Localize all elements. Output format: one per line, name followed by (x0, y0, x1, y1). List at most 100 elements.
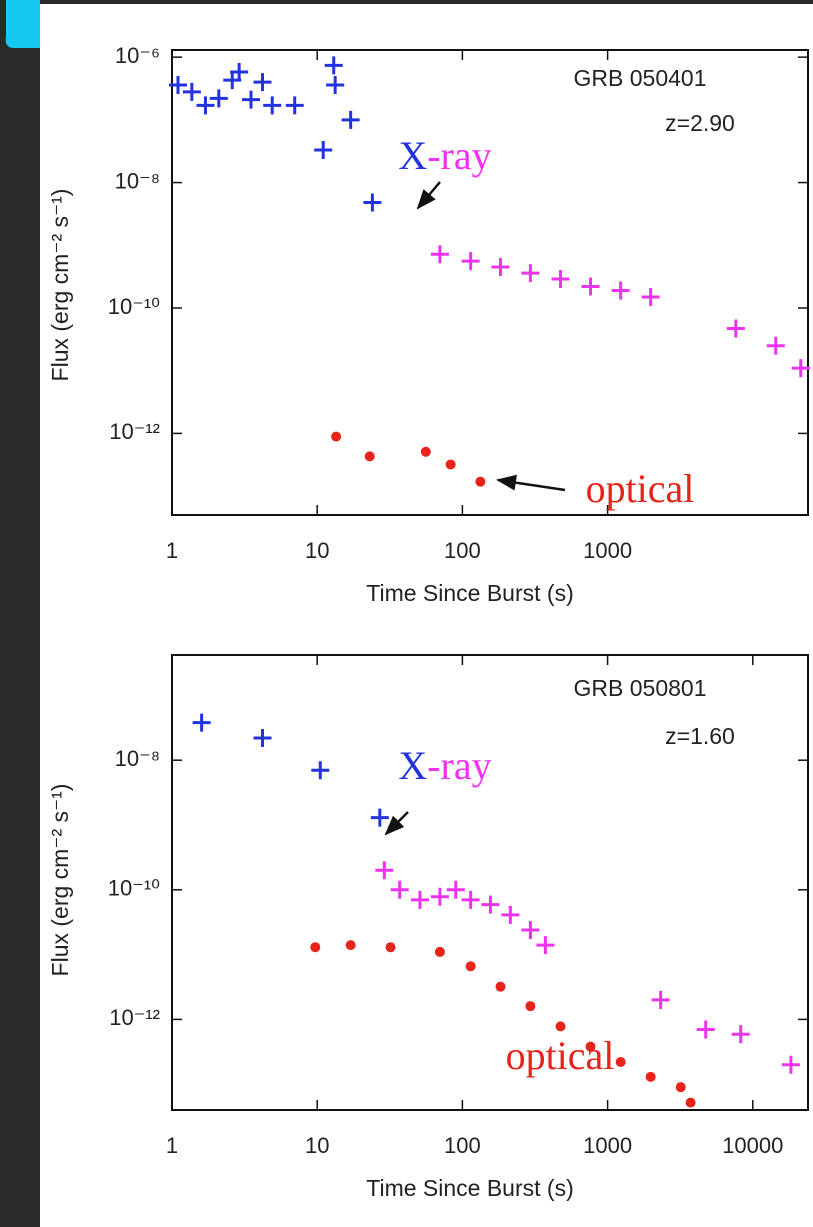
y-tick-label: 10⁻¹² (109, 419, 160, 444)
data-point (263, 96, 282, 115)
data-point (675, 1082, 686, 1093)
data-point (169, 75, 188, 94)
plot-frame (171, 654, 809, 1111)
data-point (651, 990, 670, 1009)
data-point (430, 887, 449, 906)
data-point (791, 359, 810, 378)
x-tick-label: 1 (166, 538, 178, 563)
xray-x: X (398, 133, 427, 178)
data-point (209, 89, 228, 108)
data-point (375, 861, 394, 880)
xray-ray: -ray (427, 743, 491, 788)
data-point (766, 336, 785, 355)
data-point (525, 1001, 536, 1012)
data-point (324, 56, 343, 75)
top-strip (0, 0, 813, 4)
x-axis-label: Time Since Burst (s) (366, 580, 573, 606)
x-tick-label: 10000 (722, 1133, 783, 1158)
data-point (390, 880, 409, 899)
optical-arrow (496, 474, 566, 492)
data-point (253, 729, 272, 748)
x-axis-label: Time Since Burst (s) (366, 1175, 573, 1201)
data-point (615, 1057, 626, 1068)
data-point (685, 1097, 696, 1108)
xray-arrow (384, 811, 409, 836)
data-point (434, 946, 445, 957)
optical-label: optical (506, 1033, 615, 1078)
y-axis-label: Flux (erg cm⁻² s⁻¹) (47, 189, 73, 382)
data-point (446, 880, 465, 899)
data-point (345, 940, 356, 951)
y-tick-label: 10⁻⁸ (115, 168, 160, 193)
x-tick-label: 10 (305, 1133, 329, 1158)
data-point (495, 981, 506, 992)
y-tick-label: 10⁻¹⁰ (108, 876, 160, 901)
data-point (641, 287, 660, 306)
y-tick-label: 10⁻¹⁰ (108, 294, 160, 319)
data-point (182, 82, 201, 101)
data-point (192, 713, 211, 732)
data-point (475, 476, 486, 487)
x-tick-label: 1000 (583, 538, 632, 563)
data-point (491, 258, 510, 277)
data-point (696, 1020, 715, 1039)
data-point (410, 890, 429, 909)
data-point (465, 961, 476, 972)
data-point (310, 942, 321, 953)
data-point (611, 281, 630, 300)
data-point (781, 1055, 800, 1074)
data-point (645, 1071, 656, 1082)
cut-glyph (5, 0, 40, 48)
data-point (230, 62, 249, 81)
x-tick-label: 100 (444, 538, 481, 563)
data-point (430, 245, 449, 264)
data-point (551, 269, 570, 288)
x-tick-label: 100 (444, 1133, 481, 1158)
data-point (521, 264, 540, 283)
data-point (341, 110, 360, 129)
data-point (326, 75, 345, 94)
xray-x: X (398, 743, 427, 788)
data-point (585, 1041, 596, 1052)
data-point (481, 895, 500, 914)
data-point (501, 905, 520, 924)
y-tick-label: 10⁻⁶ (115, 43, 160, 68)
data-point (331, 431, 342, 442)
redshift: z=2.90 (665, 110, 735, 136)
data-point (521, 920, 540, 939)
data-point (311, 761, 330, 780)
data-point (241, 90, 260, 109)
y-axis-label: Flux (erg cm⁻² s⁻¹) (47, 784, 73, 977)
x-tick-label: 1000 (583, 1133, 632, 1158)
data-point (314, 141, 333, 160)
plot-frame (171, 49, 809, 516)
data-point (731, 1025, 750, 1044)
data-point (536, 936, 555, 955)
data-point (555, 1021, 566, 1032)
grb-name: GRB 050401 (574, 65, 707, 91)
data-point (461, 252, 480, 271)
data-point (196, 96, 215, 115)
left-strip (0, 0, 40, 1227)
xray-arrow (416, 181, 441, 210)
data-point (726, 319, 745, 338)
x-tick-label: 10 (305, 538, 329, 563)
data-point (253, 73, 272, 92)
grb-name: GRB 050801 (574, 675, 707, 701)
data-point (420, 446, 431, 457)
data-point (445, 459, 456, 470)
data-point (285, 96, 304, 115)
optical-label: optical (586, 466, 695, 511)
x-tick-label: 1 (166, 1133, 178, 1158)
data-point (363, 193, 382, 212)
data-point (364, 451, 375, 462)
data-point (461, 890, 480, 909)
data-point (385, 942, 396, 953)
xray-label: X-ray (398, 743, 491, 788)
data-point (581, 277, 600, 296)
y-tick-label: 10⁻¹² (109, 1005, 160, 1030)
xray-ray: -ray (427, 133, 491, 178)
redshift: z=1.60 (665, 723, 735, 749)
